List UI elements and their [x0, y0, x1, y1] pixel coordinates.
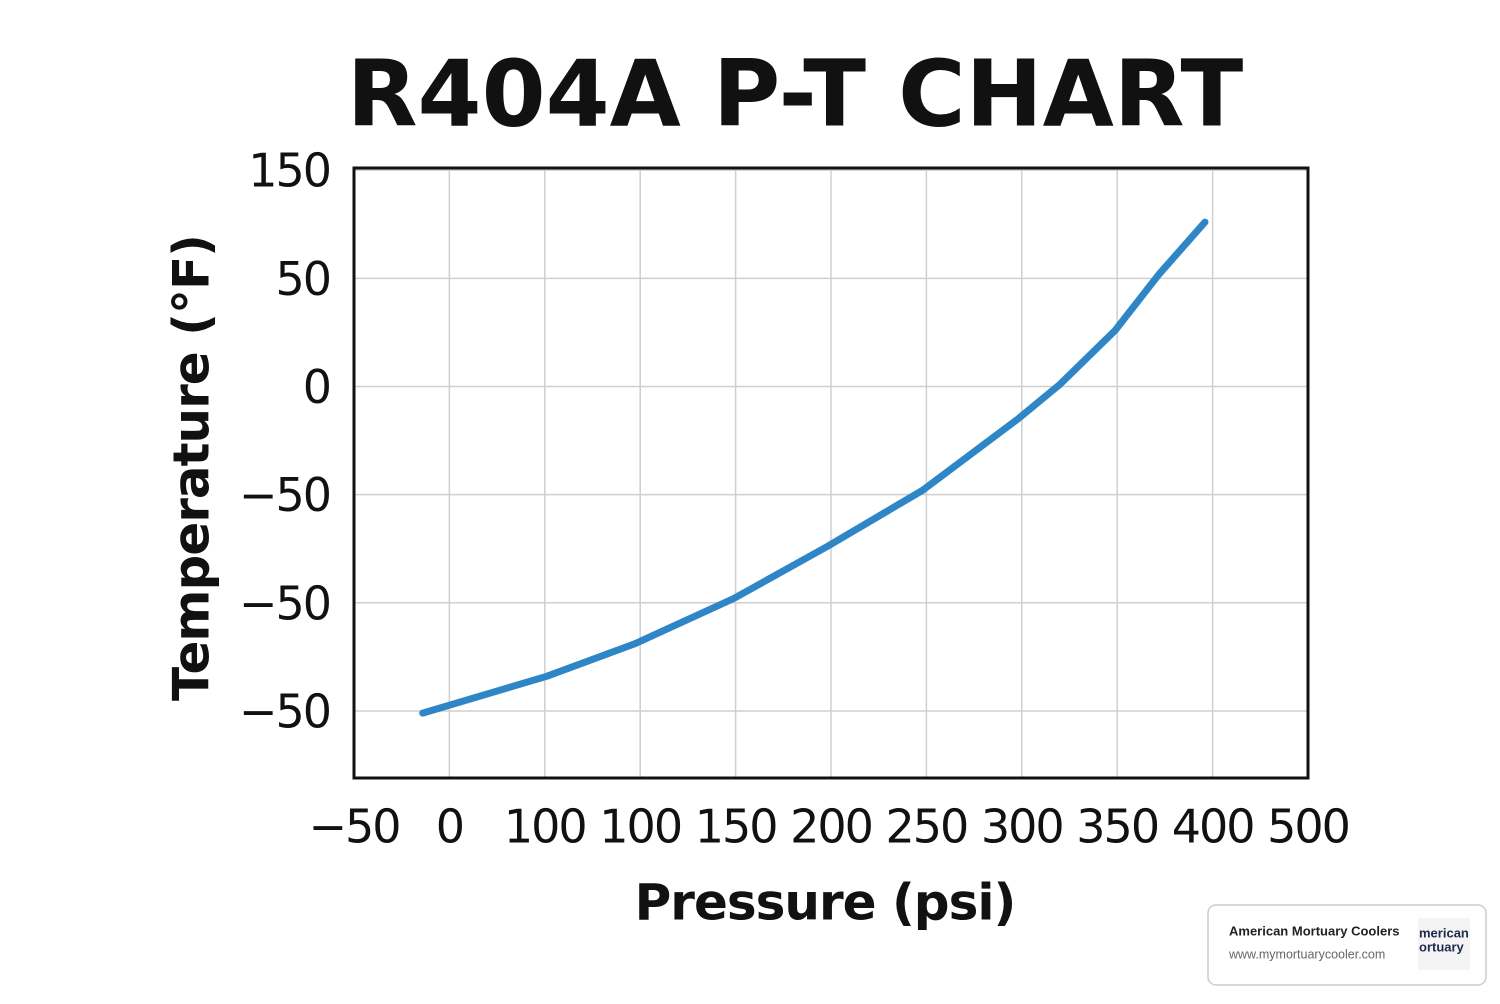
- x-axis-label: Pressure (psi): [635, 874, 1016, 932]
- y-tick-label: 150: [248, 144, 330, 198]
- plot: [419, 218, 1209, 717]
- x-tick-label: 300: [981, 800, 1063, 854]
- x-tick-label: −50: [308, 800, 399, 854]
- x-tick-label: 200: [790, 800, 872, 854]
- data-line: [419, 218, 1209, 717]
- watermark-logo: [1418, 918, 1470, 970]
- y-tick-label: −50: [239, 468, 330, 522]
- x-tick-label: 250: [885, 800, 967, 854]
- logo-text: ortuary: [1419, 939, 1465, 954]
- plot-frame: [352, 166, 1310, 780]
- x-tick-label: 500: [1267, 800, 1349, 854]
- x-tick-label: 0: [436, 800, 463, 854]
- y-axis-label: Temperature (°F): [163, 235, 221, 701]
- y-tick-label: 0: [303, 360, 330, 414]
- y-tick-label: 50: [275, 252, 330, 306]
- watermark-name: American Mortuary Coolers: [1229, 923, 1400, 938]
- x-tick-label: 400: [1172, 800, 1254, 854]
- x-tick-label: 100: [599, 800, 681, 854]
- watermark: American Mortuary Coolers www.mymortuary…: [1207, 904, 1487, 986]
- x-tick-label: 150: [695, 800, 777, 854]
- y-tick-label: −50: [239, 684, 330, 738]
- y-tick-label: −50: [239, 576, 330, 630]
- logo-text: merican: [1419, 925, 1469, 940]
- watermark-box: [1207, 904, 1487, 986]
- watermark-url: www.mymortuarycooler.com: [1228, 947, 1385, 961]
- chart-title: R404A P-T CHART: [347, 40, 1244, 147]
- x-tick-label: 350: [1076, 800, 1158, 854]
- x-tick-label: 100: [504, 800, 586, 854]
